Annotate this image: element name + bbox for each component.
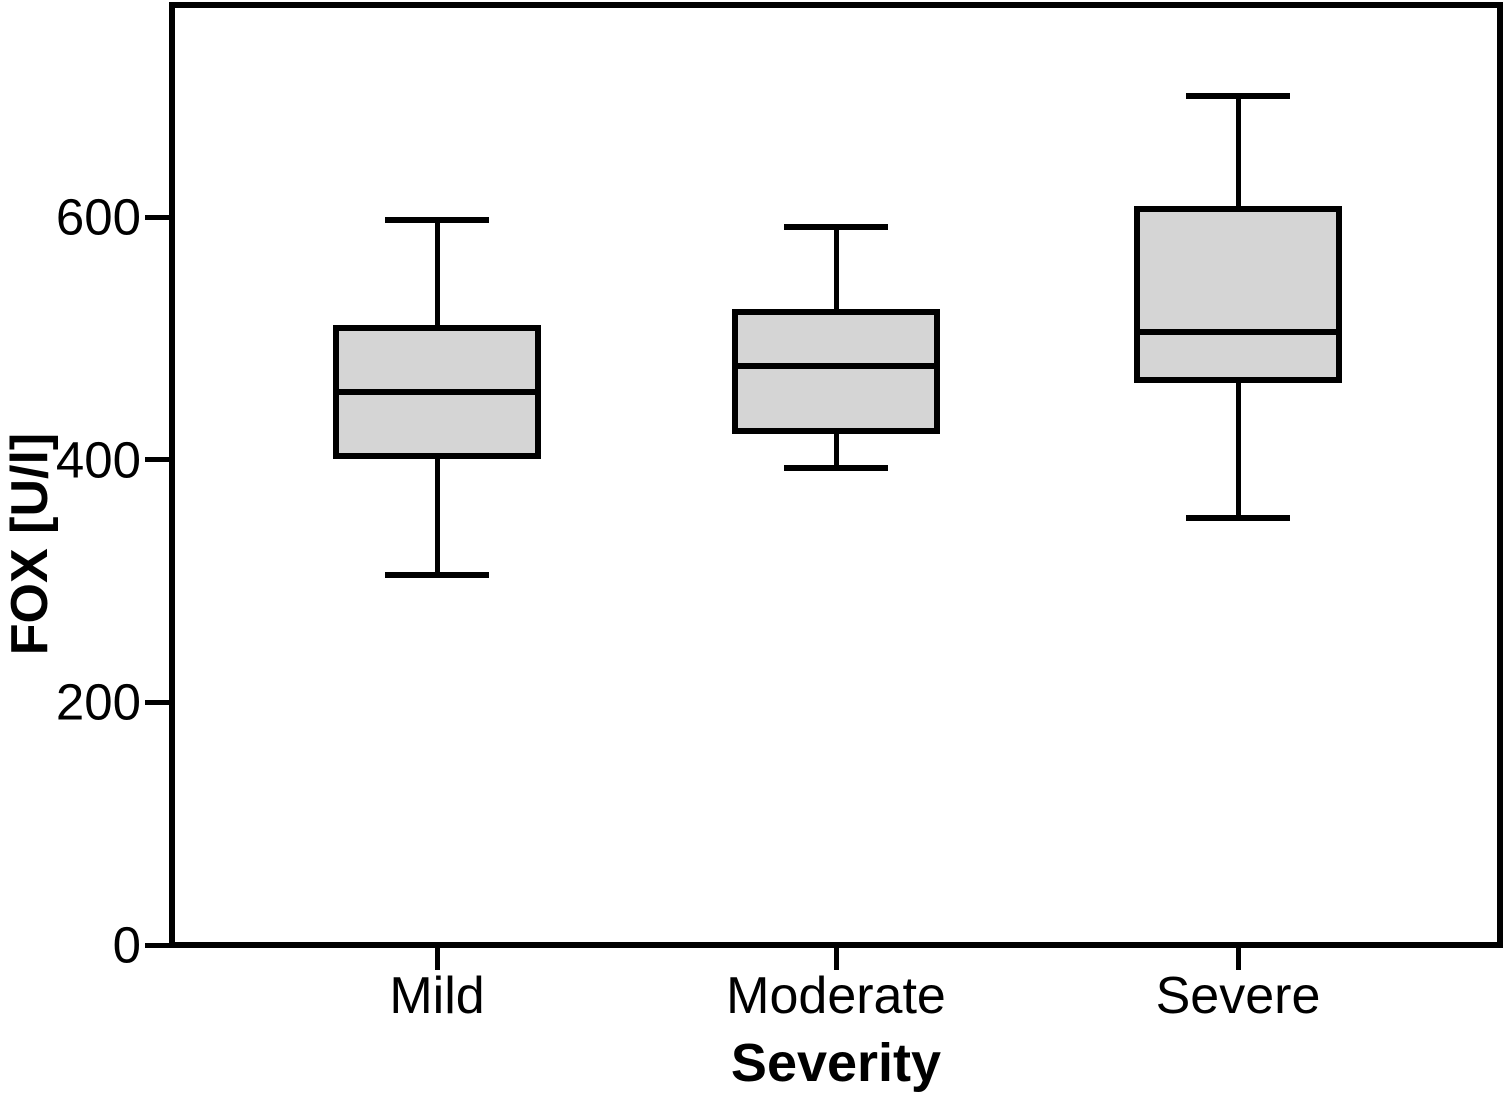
y-axis-tick-label: 200 [55, 673, 141, 731]
iqr-box-severe [1134, 205, 1342, 383]
lower-whisker-cap-moderate [784, 465, 888, 472]
upper-whisker-moderate [833, 226, 839, 312]
iqr-box-moderate [732, 308, 940, 434]
lower-whisker-mild [434, 456, 440, 576]
x-axis-tick [434, 946, 440, 970]
x-axis-tick [1235, 946, 1241, 970]
y-axis-tick [145, 214, 169, 220]
median-line-severe [1134, 329, 1342, 336]
category-label-mild: Mild [389, 967, 485, 1025]
lower-whisker-severe [1235, 379, 1241, 519]
y-axis-tick-label: 0 [112, 916, 141, 974]
upper-whisker-cap-mild [385, 216, 489, 223]
x-axis-title: Severity [730, 1033, 942, 1093]
y-axis-tick-label: 400 [55, 431, 141, 489]
category-label-severe: Severe [1155, 967, 1321, 1025]
upper-whisker-cap-severe [1186, 92, 1290, 99]
y-axis-tick [145, 942, 169, 948]
upper-whisker-mild [434, 219, 440, 328]
category-label-moderate: Moderate [726, 967, 946, 1025]
lower-whisker-cap-severe [1186, 515, 1290, 522]
median-line-moderate [732, 363, 940, 370]
plot-area [169, 2, 1503, 948]
lower-whisker-moderate [833, 430, 839, 469]
y-axis-tick [145, 699, 169, 705]
upper-whisker-cap-moderate [784, 223, 888, 230]
y-axis-tick-label: 600 [55, 188, 141, 246]
median-line-mild [333, 388, 541, 395]
lower-whisker-cap-mild [385, 572, 489, 579]
y-axis-tick [145, 457, 169, 463]
x-axis-tick [833, 946, 839, 970]
upper-whisker-severe [1235, 95, 1241, 209]
